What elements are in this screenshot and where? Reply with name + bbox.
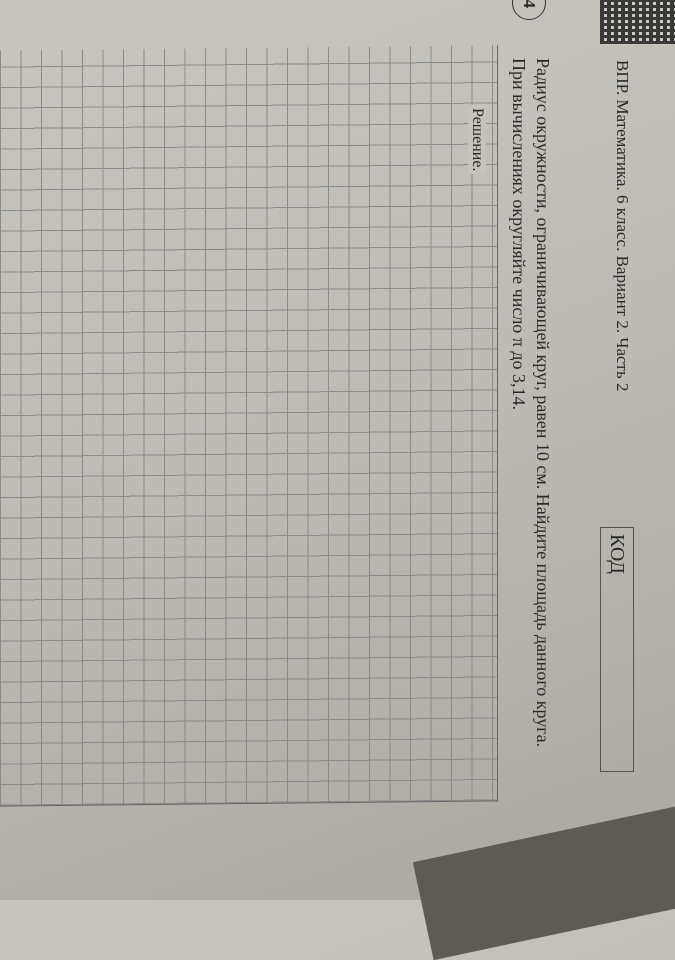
task-number: 14 (519, 0, 539, 8)
code-label: КОД (606, 534, 628, 574)
solution-label: Решение. (468, 105, 486, 175)
task-text-line-2: При вычислениях округляйте число π до 3,… (509, 58, 529, 411)
task-text-line-1: Радиус окружности, ограничивающей круг, … (533, 58, 553, 748)
solution-grid[interactable] (0, 45, 498, 807)
page-header: ВПР. Математика. 6 класс. Вариант 2. Час… (613, 60, 632, 392)
background-shadow (412, 799, 675, 960)
qr-code (600, 0, 675, 44)
code-box: КОД (600, 527, 634, 772)
task-number-circle: 14 (512, 0, 546, 20)
